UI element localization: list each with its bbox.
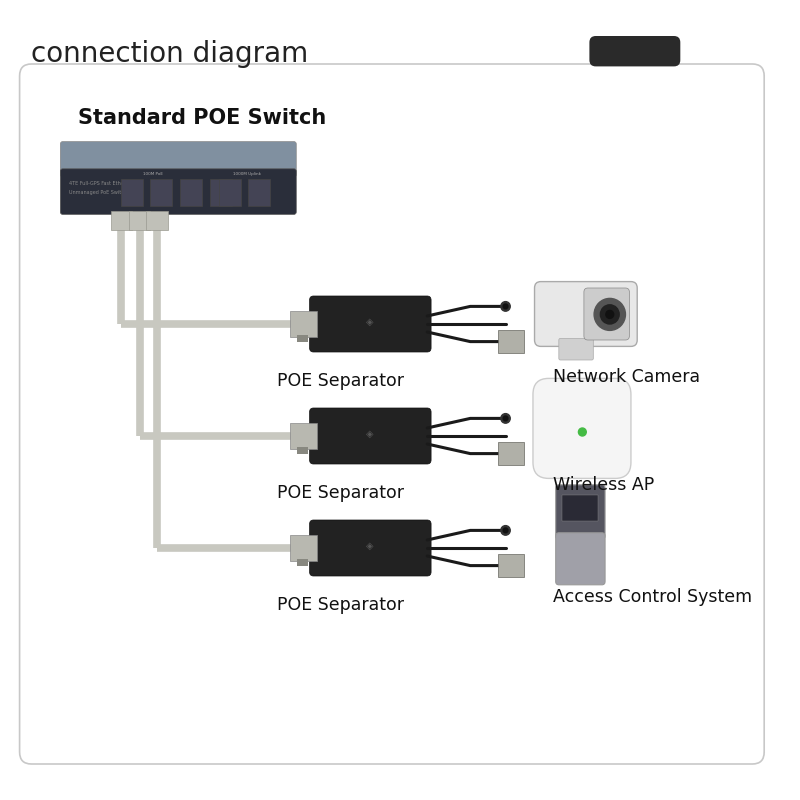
FancyBboxPatch shape bbox=[297, 559, 308, 566]
Text: 4TE Full-GPS Fast Ethernet: 4TE Full-GPS Fast Ethernet bbox=[69, 181, 134, 186]
FancyBboxPatch shape bbox=[60, 169, 296, 214]
FancyBboxPatch shape bbox=[290, 535, 317, 561]
FancyBboxPatch shape bbox=[146, 211, 168, 230]
Circle shape bbox=[606, 310, 614, 318]
Text: POE Separator: POE Separator bbox=[278, 484, 405, 502]
FancyBboxPatch shape bbox=[498, 554, 523, 577]
FancyBboxPatch shape bbox=[556, 533, 605, 585]
FancyBboxPatch shape bbox=[210, 179, 232, 206]
FancyBboxPatch shape bbox=[290, 311, 317, 337]
Circle shape bbox=[501, 302, 510, 311]
FancyBboxPatch shape bbox=[559, 338, 594, 360]
Text: connection diagram: connection diagram bbox=[31, 40, 309, 68]
FancyBboxPatch shape bbox=[218, 179, 241, 206]
Circle shape bbox=[503, 416, 508, 421]
Text: Access Control System: Access Control System bbox=[553, 588, 752, 606]
FancyBboxPatch shape bbox=[310, 408, 431, 464]
FancyBboxPatch shape bbox=[310, 520, 431, 576]
FancyBboxPatch shape bbox=[150, 179, 173, 206]
Text: 1000M Uplink: 1000M Uplink bbox=[233, 172, 261, 176]
Text: ◈: ◈ bbox=[366, 429, 374, 438]
FancyBboxPatch shape bbox=[584, 288, 630, 340]
FancyBboxPatch shape bbox=[297, 447, 308, 454]
FancyBboxPatch shape bbox=[534, 282, 638, 346]
Text: Wireless AP: Wireless AP bbox=[553, 476, 654, 494]
FancyBboxPatch shape bbox=[121, 179, 142, 206]
FancyBboxPatch shape bbox=[249, 179, 270, 206]
FancyBboxPatch shape bbox=[19, 64, 764, 764]
Circle shape bbox=[501, 526, 510, 535]
Text: ◈: ◈ bbox=[366, 317, 374, 326]
Text: Standard POE Switch: Standard POE Switch bbox=[78, 108, 326, 128]
Circle shape bbox=[503, 528, 508, 533]
FancyBboxPatch shape bbox=[562, 495, 598, 521]
FancyBboxPatch shape bbox=[310, 296, 431, 352]
FancyBboxPatch shape bbox=[498, 442, 523, 465]
FancyBboxPatch shape bbox=[290, 423, 317, 449]
FancyBboxPatch shape bbox=[590, 36, 680, 66]
Text: 100M PoE: 100M PoE bbox=[143, 172, 163, 176]
Circle shape bbox=[600, 305, 619, 324]
Text: Network Camera: Network Camera bbox=[553, 368, 700, 386]
FancyBboxPatch shape bbox=[110, 211, 133, 230]
Circle shape bbox=[503, 304, 508, 309]
Text: ◈: ◈ bbox=[366, 541, 374, 550]
FancyBboxPatch shape bbox=[129, 211, 150, 230]
Circle shape bbox=[578, 428, 586, 436]
Text: Unmanaged PoE Switch LRIO: Unmanaged PoE Switch LRIO bbox=[69, 190, 140, 195]
FancyBboxPatch shape bbox=[498, 330, 523, 353]
FancyBboxPatch shape bbox=[297, 335, 308, 342]
Circle shape bbox=[594, 298, 626, 330]
Circle shape bbox=[501, 414, 510, 423]
Text: POE Separator: POE Separator bbox=[278, 372, 405, 390]
Text: POE Separator: POE Separator bbox=[278, 596, 405, 614]
FancyBboxPatch shape bbox=[556, 485, 605, 539]
FancyBboxPatch shape bbox=[180, 179, 202, 206]
FancyBboxPatch shape bbox=[533, 378, 631, 478]
FancyBboxPatch shape bbox=[60, 142, 296, 177]
